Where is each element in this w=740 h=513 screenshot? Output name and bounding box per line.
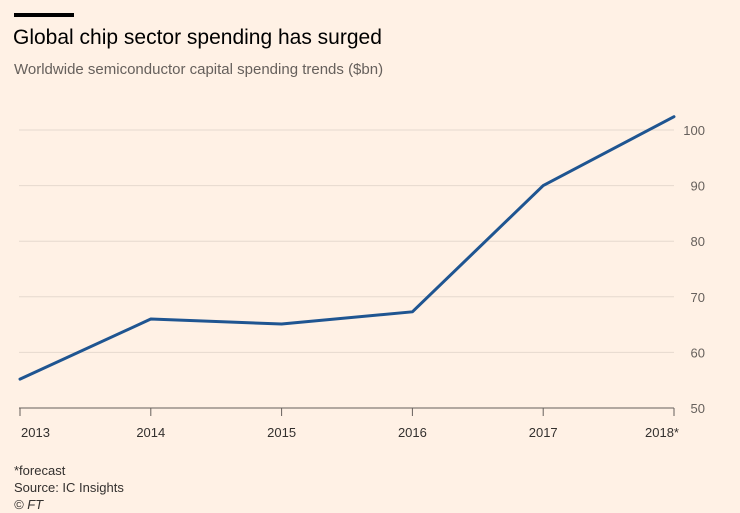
credit-note: © FT [14, 496, 124, 513]
x-tick-label: 2014 [136, 425, 165, 440]
x-tick-label: 2013 [21, 425, 50, 440]
x-tick-label: 2017 [529, 425, 558, 440]
y-axis: 50 60 70 80 90 100 [683, 123, 705, 416]
y-tick-label: 50 [691, 401, 705, 416]
x-tick-label: 2015 [267, 425, 296, 440]
source-note: Source: IC Insights [14, 479, 124, 496]
y-tick-label: 80 [691, 234, 705, 249]
line-chart: 50 60 70 80 90 100 2013 2014 2015 2016 2017 2018* [0, 0, 740, 460]
y-tick-label: 100 [683, 123, 705, 138]
y-tick-label: 70 [691, 290, 705, 305]
x-axis: 2013 2014 2015 2016 2017 2018* [19, 408, 679, 440]
y-tick-label: 90 [691, 179, 705, 194]
series-layer [20, 117, 674, 380]
x-tick-label: 2018* [645, 425, 679, 440]
x-tick-label: 2016 [398, 425, 427, 440]
chart-footer: *forecast Source: IC Insights © FT [14, 462, 124, 513]
y-tick-label: 60 [691, 345, 705, 360]
series-line [20, 117, 674, 379]
forecast-note: *forecast [14, 462, 124, 479]
